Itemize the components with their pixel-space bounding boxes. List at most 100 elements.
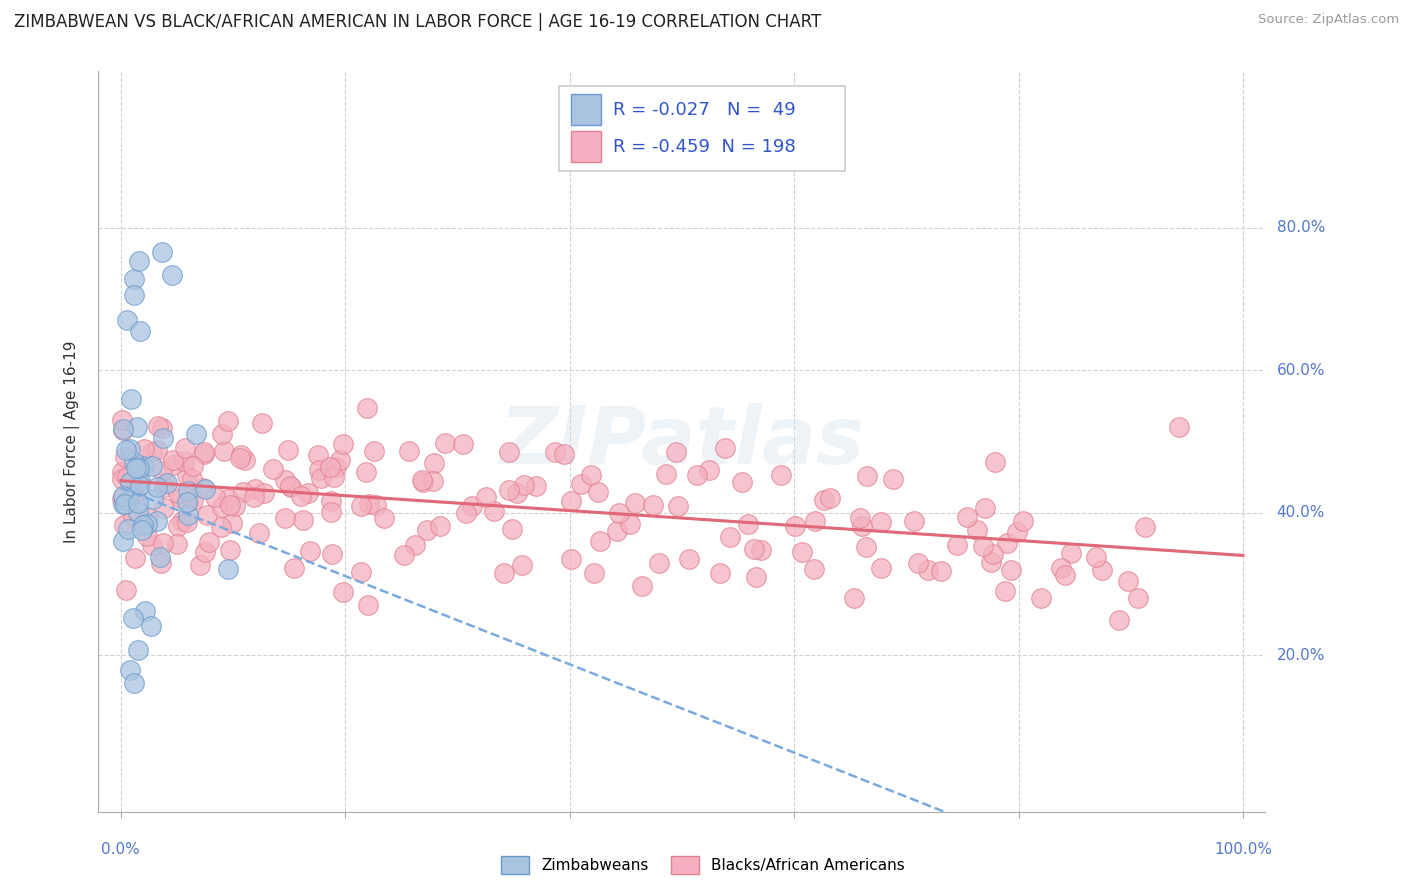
Point bbox=[112, 497, 135, 511]
Point bbox=[966, 524, 988, 538]
Point bbox=[714, 441, 737, 455]
Point bbox=[111, 472, 134, 486]
Point bbox=[404, 538, 426, 552]
Text: ZIMBABWEAN VS BLACK/AFRICAN AMERICAN IN LABOR FORCE | AGE 16-19 CORRELATION CHAR: ZIMBABWEAN VS BLACK/AFRICAN AMERICAN IN … bbox=[14, 13, 821, 31]
Point bbox=[665, 445, 688, 459]
Point bbox=[124, 486, 146, 500]
Point bbox=[277, 443, 299, 458]
Point bbox=[153, 480, 176, 494]
Point bbox=[120, 442, 142, 456]
FancyBboxPatch shape bbox=[571, 95, 602, 126]
Point bbox=[115, 470, 138, 484]
Point bbox=[1091, 563, 1114, 577]
Point bbox=[274, 474, 297, 488]
Point bbox=[152, 536, 174, 550]
Point bbox=[121, 485, 143, 500]
Point bbox=[560, 551, 582, 566]
Point bbox=[217, 491, 239, 506]
Point bbox=[742, 542, 765, 557]
Point bbox=[193, 447, 215, 461]
Point bbox=[917, 563, 939, 577]
Point bbox=[233, 452, 256, 467]
Point bbox=[173, 454, 195, 468]
Point bbox=[956, 510, 979, 524]
Point bbox=[697, 463, 720, 477]
Point bbox=[849, 511, 872, 525]
Point bbox=[619, 516, 641, 531]
Point bbox=[974, 501, 997, 516]
Point bbox=[127, 474, 149, 488]
Point bbox=[308, 463, 330, 477]
Point bbox=[127, 643, 149, 657]
Point bbox=[1050, 561, 1073, 575]
Point bbox=[583, 566, 606, 580]
Point bbox=[129, 478, 152, 492]
Point bbox=[124, 455, 146, 469]
Point bbox=[972, 539, 994, 553]
Point bbox=[114, 583, 136, 598]
Point bbox=[131, 458, 153, 473]
Point bbox=[122, 611, 145, 625]
Point bbox=[184, 427, 207, 442]
Point bbox=[332, 584, 354, 599]
Point bbox=[195, 508, 218, 522]
Point bbox=[323, 470, 346, 484]
Point bbox=[357, 599, 380, 613]
Point bbox=[981, 547, 1004, 561]
Point bbox=[307, 448, 329, 462]
Point bbox=[319, 505, 342, 519]
Point bbox=[217, 414, 239, 428]
Point bbox=[128, 460, 150, 475]
Point bbox=[373, 510, 395, 524]
Point bbox=[120, 392, 142, 407]
Point bbox=[1029, 591, 1052, 606]
Point bbox=[903, 514, 925, 528]
Point bbox=[686, 467, 709, 482]
Point bbox=[411, 473, 433, 487]
Point bbox=[180, 472, 202, 486]
Point bbox=[350, 500, 373, 514]
Point bbox=[980, 555, 1002, 569]
Point bbox=[134, 442, 156, 457]
Point bbox=[174, 441, 197, 455]
Point bbox=[769, 467, 792, 482]
Point bbox=[350, 565, 373, 579]
Point bbox=[993, 584, 1015, 599]
Point bbox=[641, 498, 664, 512]
Point bbox=[433, 436, 456, 450]
Point bbox=[155, 476, 177, 491]
Point bbox=[209, 520, 232, 534]
Point bbox=[177, 508, 200, 523]
Point bbox=[325, 460, 347, 475]
Point bbox=[785, 518, 807, 533]
Point bbox=[422, 474, 444, 488]
Point bbox=[141, 445, 163, 459]
FancyBboxPatch shape bbox=[560, 87, 845, 171]
Point bbox=[229, 449, 252, 463]
Point bbox=[451, 437, 474, 451]
Point bbox=[731, 475, 754, 489]
Point bbox=[221, 516, 243, 530]
Point bbox=[309, 471, 332, 485]
Point bbox=[129, 474, 152, 488]
Point bbox=[745, 570, 768, 584]
Point bbox=[482, 504, 505, 518]
Point bbox=[283, 561, 305, 575]
Point bbox=[749, 543, 772, 558]
Y-axis label: In Labor Force | Age 16-19: In Labor Force | Age 16-19 bbox=[63, 340, 80, 543]
Text: 0.0%: 0.0% bbox=[101, 842, 141, 857]
Point bbox=[544, 445, 567, 459]
Point bbox=[139, 619, 162, 633]
Point bbox=[218, 543, 240, 558]
Point bbox=[166, 537, 188, 551]
Point bbox=[117, 493, 139, 508]
Point bbox=[228, 450, 250, 465]
Point bbox=[297, 486, 319, 500]
Point bbox=[160, 268, 183, 282]
Point bbox=[194, 544, 217, 558]
Point bbox=[498, 445, 520, 459]
Point bbox=[262, 461, 284, 475]
Point bbox=[709, 566, 731, 580]
Point bbox=[855, 540, 877, 554]
Point bbox=[150, 421, 173, 435]
